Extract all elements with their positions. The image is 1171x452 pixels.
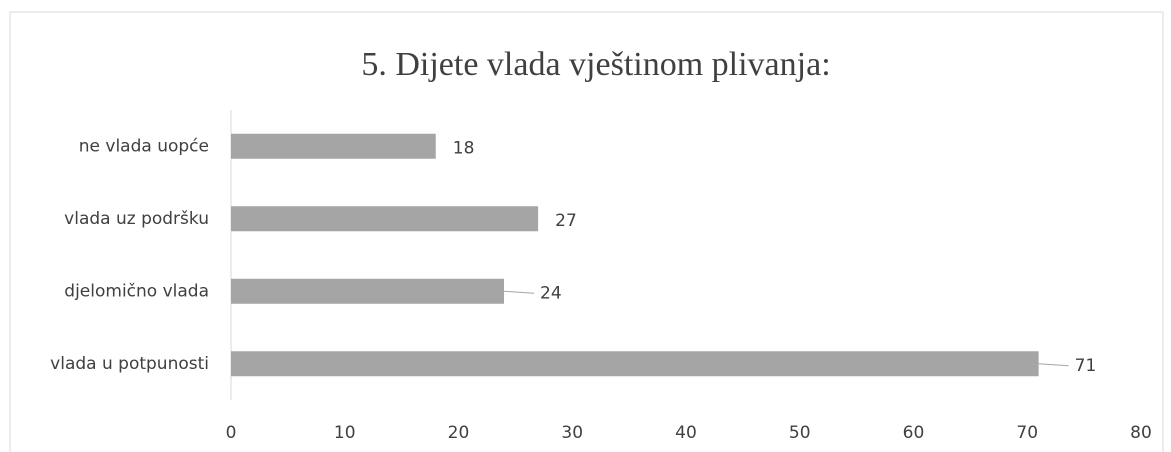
- bar: [231, 351, 1039, 377]
- x-tick-label: 50: [789, 423, 811, 443]
- leader-line: [503, 290, 535, 294]
- bar: [231, 206, 539, 232]
- bar: [231, 133, 436, 159]
- data-label: 27: [555, 211, 577, 231]
- x-tick-label: 80: [1130, 423, 1152, 443]
- x-tick-label: 0: [226, 423, 237, 443]
- y-tick-label: djelomično vlada: [64, 281, 209, 301]
- y-tick-label: vlada uz podršku: [64, 209, 209, 229]
- x-tick-label: 40: [675, 423, 697, 443]
- data-label: 71: [1075, 356, 1097, 376]
- y-tick-label: ne vlada uopće: [79, 136, 209, 156]
- x-tick-label: 70: [1016, 423, 1038, 443]
- x-tick-label: 10: [334, 423, 356, 443]
- leader-line: [1038, 363, 1069, 367]
- x-tick-label: 20: [448, 423, 470, 443]
- chart-frame: [9, 11, 1164, 452]
- bar: [231, 278, 504, 304]
- x-tick-label: 60: [903, 423, 925, 443]
- y-tick-label: vlada u potpunosti: [50, 354, 209, 374]
- data-label: 24: [540, 283, 562, 303]
- chart-title: 5. Dijete vlada vještinom plivanja:: [361, 46, 830, 83]
- x-tick-label: 30: [561, 423, 583, 443]
- data-label: 18: [453, 138, 475, 158]
